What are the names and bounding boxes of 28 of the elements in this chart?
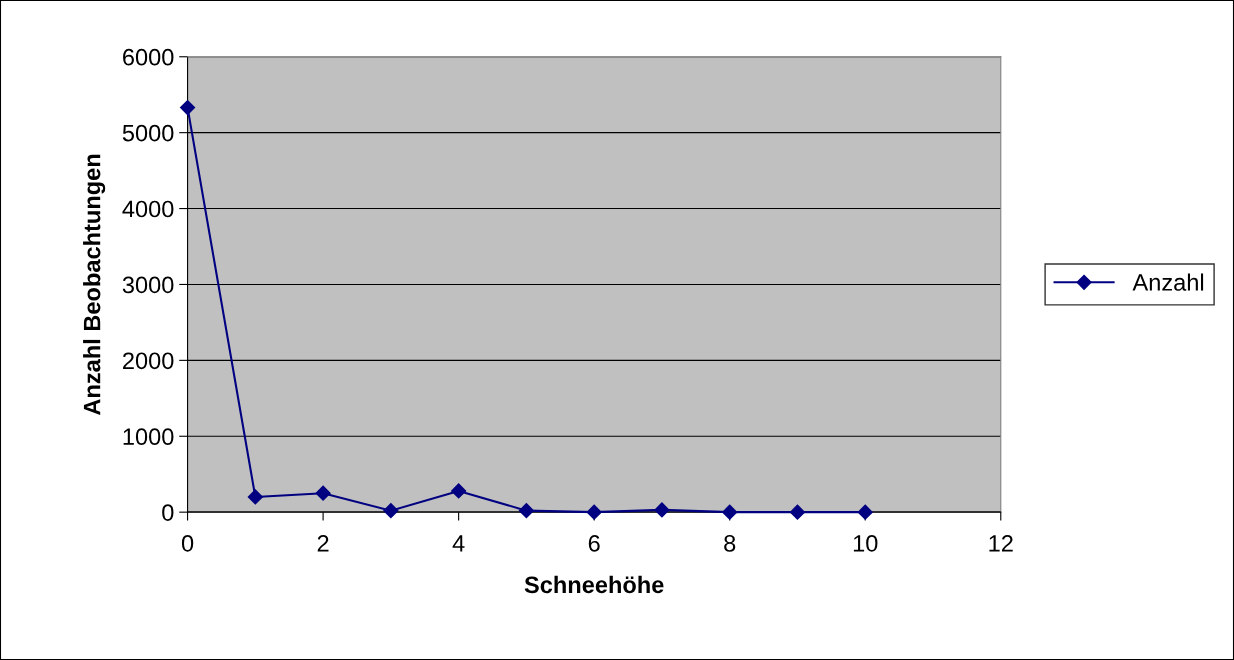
x-tick-label: 12 xyxy=(989,535,1013,552)
point xyxy=(722,504,738,520)
point xyxy=(383,503,399,519)
point xyxy=(518,503,534,519)
y-tick-label: 2000 xyxy=(123,352,174,370)
y-tick-label: 4000 xyxy=(122,200,174,218)
x-tick-label: 10 xyxy=(853,535,878,552)
x-tick-label: 2 xyxy=(317,535,329,552)
y-axis-title: Anzahl Beobachtungen xyxy=(83,154,106,416)
x-axis-title: Schneehöhe xyxy=(524,575,664,594)
point xyxy=(315,485,331,501)
point xyxy=(789,504,806,520)
point xyxy=(179,100,196,116)
legend-label: Anzahl xyxy=(1132,273,1204,291)
point xyxy=(247,489,263,505)
x-tick-label: 4 xyxy=(452,535,465,552)
point xyxy=(857,504,873,520)
x-tick-label: 8 xyxy=(724,535,736,552)
x-tick-label: 0 xyxy=(181,535,194,552)
y-tick-label: 5000 xyxy=(122,124,174,142)
y-tick-label: 3000 xyxy=(122,276,174,294)
y-tick-label: 6000 xyxy=(123,48,174,66)
point xyxy=(654,502,670,518)
point xyxy=(586,504,602,520)
x-tick-label: 6 xyxy=(588,535,600,552)
y-tick-label: 1000 xyxy=(123,428,174,446)
y-tick-label: 0 xyxy=(162,504,174,521)
point xyxy=(451,483,467,499)
